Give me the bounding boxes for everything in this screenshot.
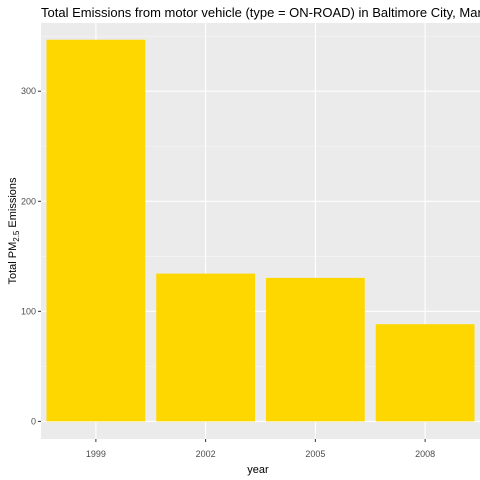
y-tick-label: 100 (21, 306, 36, 316)
bar-2002 (156, 273, 256, 422)
y-axis-title: Total PM2.5 Emissions (7, 177, 21, 285)
y-axis: 0 100 200 300 (21, 86, 41, 426)
bar-2008 (375, 324, 475, 422)
y-axis-title-subscript: 2.5 (12, 230, 21, 242)
y-tick-label: 200 (21, 196, 36, 206)
bar-2005 (265, 277, 365, 422)
x-tick-label: 2005 (305, 449, 325, 459)
y-axis-title-prefix: Total PM (7, 242, 19, 285)
x-tick-label: 2008 (415, 449, 435, 459)
x-tick-label: 1999 (86, 449, 106, 459)
y-tick-label: 0 (31, 416, 36, 426)
y-tick-label: 300 (21, 86, 36, 96)
x-tick-label: 2002 (196, 449, 216, 459)
x-axis: 1999 2002 2005 2008 (86, 439, 435, 459)
bars (46, 39, 475, 422)
y-axis-title-suffix: Emissions (7, 177, 19, 231)
chart-title: Total Emissions from motor vehicle (type… (41, 5, 480, 20)
bar-1999 (46, 39, 146, 422)
x-axis-title: year (247, 464, 269, 476)
